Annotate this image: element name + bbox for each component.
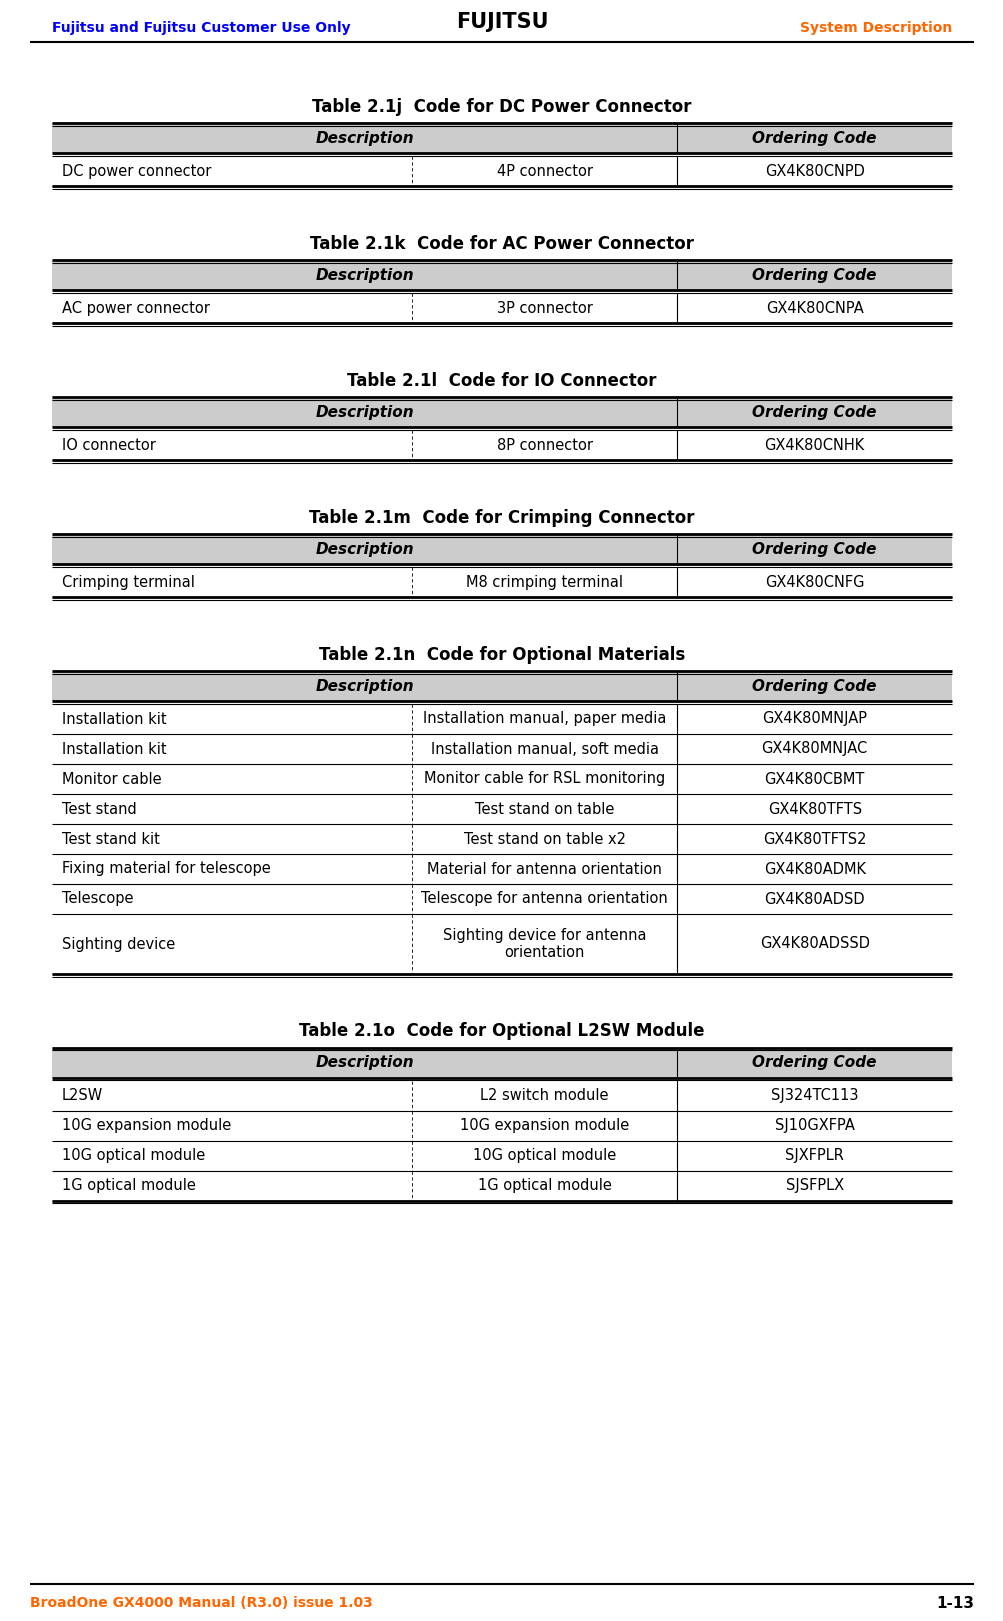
Text: L2 switch module: L2 switch module xyxy=(480,1088,609,1104)
Text: Description: Description xyxy=(315,541,413,556)
Text: GX4K80ADSSD: GX4K80ADSSD xyxy=(759,937,869,952)
Text: DC power connector: DC power connector xyxy=(62,164,212,178)
Bar xyxy=(52,823,951,854)
Text: BroadOne GX4000 Manual (R3.0) issue 1.03: BroadOne GX4000 Manual (R3.0) issue 1.03 xyxy=(30,1597,372,1610)
Text: Telescope for antenna orientation: Telescope for antenna orientation xyxy=(421,892,667,906)
Text: Table 2.1k  Code for AC Power Connector: Table 2.1k Code for AC Power Connector xyxy=(310,235,693,253)
Text: 1G optical module: 1G optical module xyxy=(62,1178,196,1193)
Text: Crimping terminal: Crimping terminal xyxy=(62,574,195,590)
Text: GX4K80MNJAC: GX4K80MNJAC xyxy=(761,741,867,757)
Text: 10G optical module: 10G optical module xyxy=(472,1148,616,1164)
Text: GX4K80CNPA: GX4K80CNPA xyxy=(765,302,863,316)
Text: Table 2.1m  Code for Crimping Connector: Table 2.1m Code for Crimping Connector xyxy=(309,509,694,527)
Text: Fixing material for telescope: Fixing material for telescope xyxy=(62,861,271,877)
Text: Installation kit: Installation kit xyxy=(62,712,166,726)
Bar xyxy=(52,1141,951,1170)
Text: 8P connector: 8P connector xyxy=(496,438,592,452)
Bar xyxy=(52,1170,951,1201)
Bar xyxy=(52,1047,951,1078)
Text: 1G optical module: 1G optical module xyxy=(477,1178,611,1193)
Text: 4P connector: 4P connector xyxy=(496,164,592,178)
Text: Monitor cable: Monitor cable xyxy=(62,772,161,786)
Bar xyxy=(52,854,951,883)
Text: IO connector: IO connector xyxy=(62,438,155,452)
Bar xyxy=(52,430,951,460)
Text: Ordering Code: Ordering Code xyxy=(752,679,877,694)
Text: M8 crimping terminal: M8 crimping terminal xyxy=(465,574,623,590)
Text: Ordering Code: Ordering Code xyxy=(752,267,877,282)
Bar xyxy=(52,734,951,763)
Bar xyxy=(52,533,951,564)
Bar xyxy=(52,261,951,290)
Bar xyxy=(52,914,951,974)
Text: Telescope: Telescope xyxy=(62,892,133,906)
Text: Material for antenna orientation: Material for antenna orientation xyxy=(427,861,662,877)
Text: Description: Description xyxy=(315,1055,413,1070)
Text: 1-13: 1-13 xyxy=(935,1595,973,1611)
Text: 3P connector: 3P connector xyxy=(496,302,592,316)
Text: 10G optical module: 10G optical module xyxy=(62,1148,205,1164)
Text: L2SW: L2SW xyxy=(62,1088,103,1104)
Text: GX4K80ADSD: GX4K80ADSD xyxy=(763,892,865,906)
Text: Ordering Code: Ordering Code xyxy=(752,541,877,556)
Text: SJSFPLX: SJSFPLX xyxy=(785,1178,843,1193)
Bar xyxy=(52,1081,951,1110)
Bar xyxy=(52,883,951,914)
Text: GX4K80TFTS2: GX4K80TFTS2 xyxy=(762,832,866,846)
Bar xyxy=(52,156,951,186)
Text: GX4K80CBMT: GX4K80CBMT xyxy=(764,772,864,786)
Text: GX4K80ADMK: GX4K80ADMK xyxy=(763,861,865,877)
Text: GX4K80TFTS: GX4K80TFTS xyxy=(767,801,861,817)
Text: Installation manual, soft media: Installation manual, soft media xyxy=(430,741,658,757)
Text: 10G expansion module: 10G expansion module xyxy=(62,1118,231,1133)
Text: Table 2.1o  Code for Optional L2SW Module: Table 2.1o Code for Optional L2SW Module xyxy=(299,1023,704,1041)
Bar xyxy=(52,704,951,734)
Text: 10G expansion module: 10G expansion module xyxy=(459,1118,629,1133)
Bar xyxy=(52,293,951,323)
Text: SJ10GXFPA: SJ10GXFPA xyxy=(774,1118,854,1133)
Text: Description: Description xyxy=(315,679,413,694)
Text: Description: Description xyxy=(315,405,413,420)
Text: AC power connector: AC power connector xyxy=(62,302,210,316)
Text: System Description: System Description xyxy=(799,21,951,36)
Text: SJXFPLR: SJXFPLR xyxy=(784,1148,844,1164)
Text: Table 2.1j  Code for DC Power Connector: Table 2.1j Code for DC Power Connector xyxy=(312,97,691,117)
Text: GX4K80CNPD: GX4K80CNPD xyxy=(764,164,864,178)
Bar xyxy=(52,794,951,823)
Bar xyxy=(52,671,951,700)
Text: Test stand on table: Test stand on table xyxy=(474,801,614,817)
Text: Ordering Code: Ordering Code xyxy=(752,1055,877,1070)
Text: GX4K80CNHK: GX4K80CNHK xyxy=(764,438,864,452)
Bar xyxy=(52,567,951,597)
Bar xyxy=(52,1110,951,1141)
Text: Installation kit: Installation kit xyxy=(62,741,166,757)
Text: Monitor cable for RSL monitoring: Monitor cable for RSL monitoring xyxy=(423,772,665,786)
Text: GX4K80MNJAP: GX4K80MNJAP xyxy=(761,712,867,726)
Text: Test stand on table x2: Test stand on table x2 xyxy=(463,832,625,846)
Text: Table 2.1l  Code for IO Connector: Table 2.1l Code for IO Connector xyxy=(347,371,656,389)
Text: Installation manual, paper media: Installation manual, paper media xyxy=(422,712,666,726)
Text: Table 2.1n  Code for Optional Materials: Table 2.1n Code for Optional Materials xyxy=(319,645,684,663)
Text: SJ324TC113: SJ324TC113 xyxy=(770,1088,858,1104)
Bar xyxy=(52,763,951,794)
Bar xyxy=(52,123,951,154)
Bar xyxy=(52,397,951,428)
Text: Sighting device for antenna
orientation: Sighting device for antenna orientation xyxy=(442,927,646,960)
Text: Fujitsu and Fujitsu Customer Use Only: Fujitsu and Fujitsu Customer Use Only xyxy=(52,21,350,36)
Text: Sighting device: Sighting device xyxy=(62,937,176,952)
Text: Ordering Code: Ordering Code xyxy=(752,405,877,420)
Text: Description: Description xyxy=(315,267,413,282)
Text: GX4K80CNFG: GX4K80CNFG xyxy=(764,574,864,590)
Text: Ordering Code: Ordering Code xyxy=(752,131,877,146)
Text: FUJITSU: FUJITSU xyxy=(455,11,548,32)
Text: Description: Description xyxy=(315,131,413,146)
Text: Test stand kit: Test stand kit xyxy=(62,832,159,846)
Text: Test stand: Test stand xyxy=(62,801,136,817)
